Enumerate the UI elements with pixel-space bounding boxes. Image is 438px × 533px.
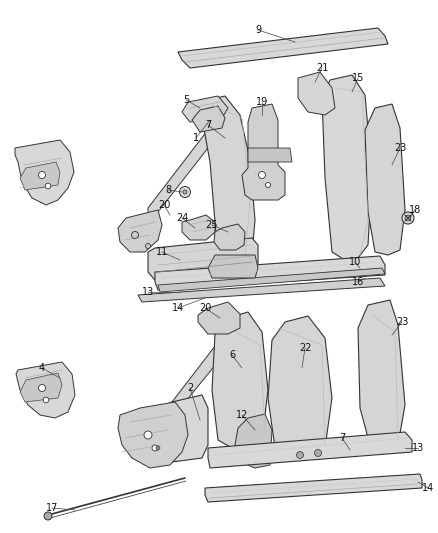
Polygon shape <box>365 104 405 255</box>
Polygon shape <box>15 140 74 205</box>
Text: 15: 15 <box>352 73 364 83</box>
Text: 11: 11 <box>156 247 168 257</box>
Circle shape <box>265 182 271 188</box>
Polygon shape <box>118 402 188 468</box>
Text: 4: 4 <box>39 363 45 373</box>
Polygon shape <box>158 268 385 292</box>
Polygon shape <box>235 414 272 468</box>
Text: 13: 13 <box>142 287 154 297</box>
Text: 14: 14 <box>422 483 434 493</box>
Circle shape <box>297 451 304 458</box>
Text: 23: 23 <box>394 143 406 153</box>
Polygon shape <box>155 256 385 290</box>
Polygon shape <box>138 278 385 302</box>
Text: 9: 9 <box>255 25 261 35</box>
Polygon shape <box>172 324 242 412</box>
Polygon shape <box>182 96 228 122</box>
Polygon shape <box>16 362 75 418</box>
Text: 5: 5 <box>183 95 189 105</box>
Text: 18: 18 <box>409 205 421 215</box>
Circle shape <box>402 212 414 224</box>
Polygon shape <box>298 72 335 115</box>
Polygon shape <box>358 300 405 448</box>
Text: 6: 6 <box>229 350 235 360</box>
Polygon shape <box>212 312 268 448</box>
Circle shape <box>405 215 411 221</box>
Text: 20: 20 <box>199 303 211 313</box>
Polygon shape <box>248 148 292 162</box>
Text: 24: 24 <box>176 213 188 223</box>
Polygon shape <box>202 96 255 265</box>
Circle shape <box>258 172 265 179</box>
Text: 7: 7 <box>205 120 211 130</box>
Text: 2: 2 <box>187 383 193 393</box>
Circle shape <box>180 187 191 198</box>
Text: 8: 8 <box>165 185 171 195</box>
Text: 1: 1 <box>193 133 199 143</box>
Circle shape <box>145 244 151 248</box>
Polygon shape <box>158 395 208 462</box>
Circle shape <box>39 172 46 179</box>
Text: 20: 20 <box>158 200 170 210</box>
Polygon shape <box>118 210 162 252</box>
Circle shape <box>156 446 160 450</box>
Circle shape <box>152 445 158 451</box>
Circle shape <box>183 190 187 194</box>
Text: 14: 14 <box>172 303 184 313</box>
Polygon shape <box>148 238 258 280</box>
Text: 21: 21 <box>316 63 328 73</box>
Text: 17: 17 <box>46 503 58 513</box>
Polygon shape <box>322 75 372 260</box>
Circle shape <box>44 512 52 520</box>
Text: 7: 7 <box>339 433 345 443</box>
Circle shape <box>144 431 152 439</box>
Polygon shape <box>182 215 215 240</box>
Circle shape <box>39 384 46 392</box>
Text: 12: 12 <box>236 410 248 420</box>
Polygon shape <box>192 106 225 132</box>
Text: 19: 19 <box>256 97 268 107</box>
Polygon shape <box>205 474 422 502</box>
Polygon shape <box>20 162 60 190</box>
Polygon shape <box>178 28 388 68</box>
Circle shape <box>43 397 49 403</box>
Polygon shape <box>214 224 245 250</box>
Circle shape <box>314 449 321 456</box>
Text: 10: 10 <box>349 257 361 267</box>
Text: 22: 22 <box>299 343 311 353</box>
Polygon shape <box>208 432 412 468</box>
Polygon shape <box>198 302 240 334</box>
Text: 13: 13 <box>412 443 424 453</box>
Polygon shape <box>148 122 222 218</box>
Circle shape <box>45 183 51 189</box>
Polygon shape <box>268 316 332 455</box>
Text: 25: 25 <box>206 220 218 230</box>
Text: 16: 16 <box>352 277 364 287</box>
Polygon shape <box>20 373 62 402</box>
Text: 23: 23 <box>396 317 408 327</box>
Circle shape <box>131 231 138 238</box>
Polygon shape <box>208 255 258 278</box>
Polygon shape <box>242 104 285 200</box>
